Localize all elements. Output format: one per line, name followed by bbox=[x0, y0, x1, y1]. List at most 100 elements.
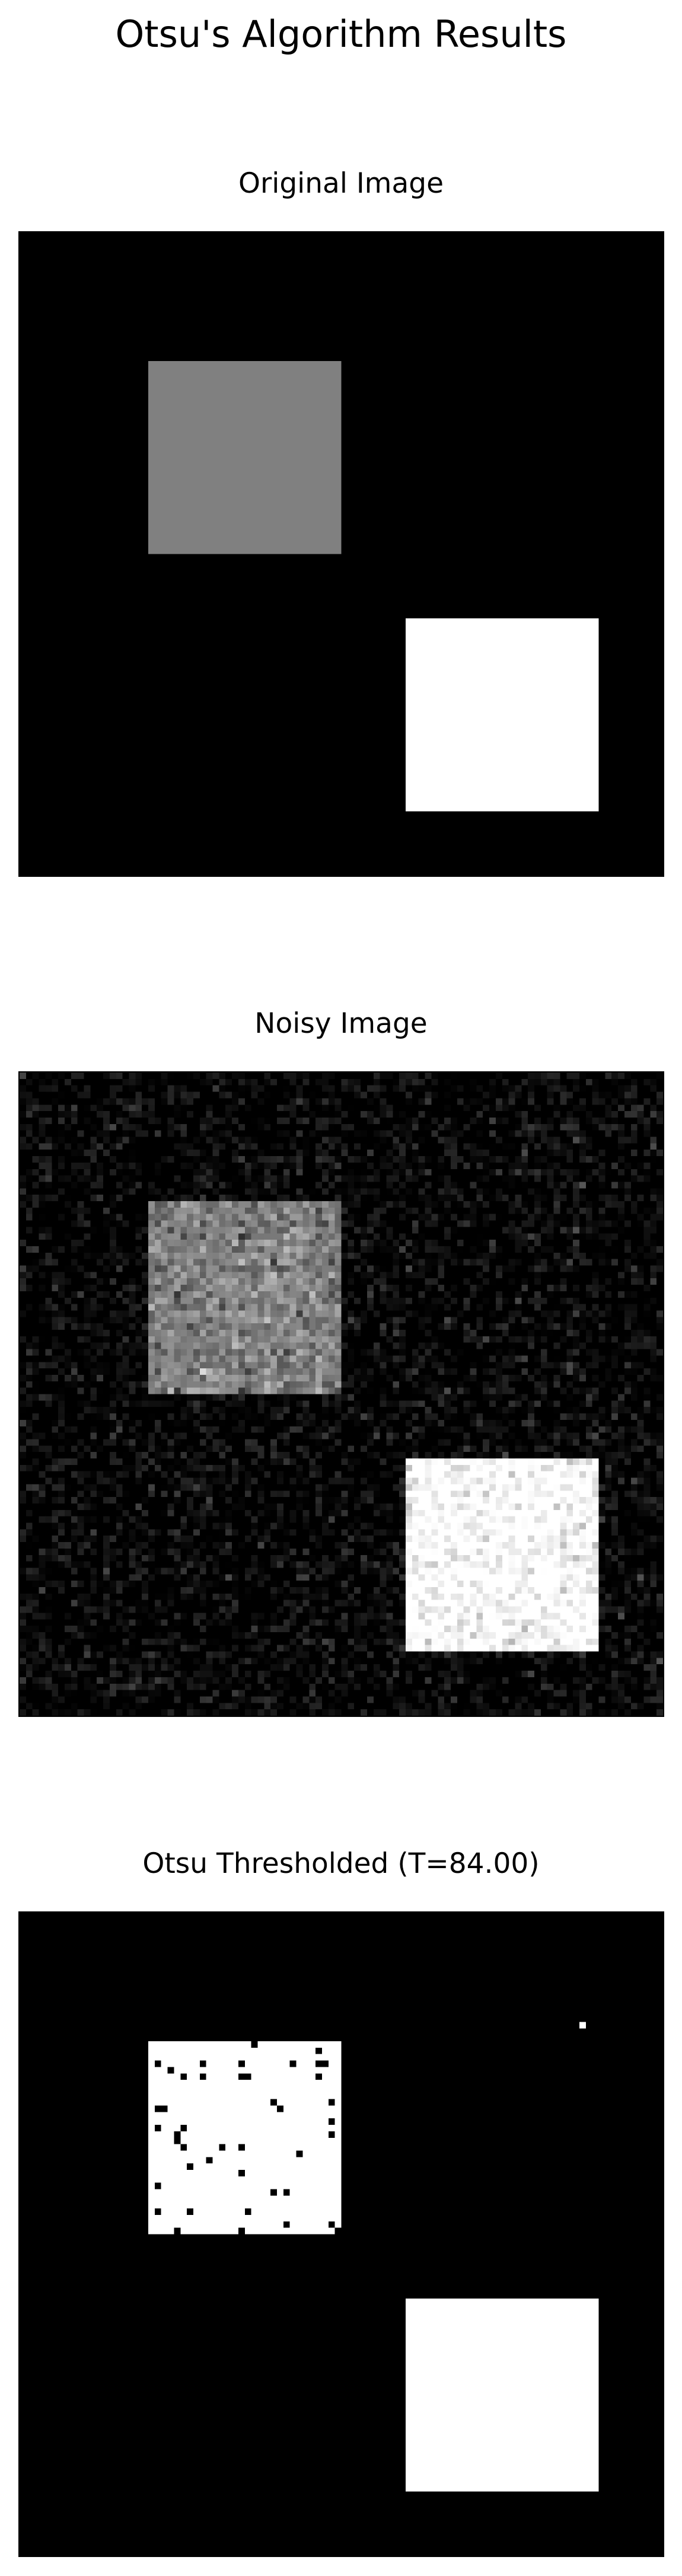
noisy-pixel bbox=[32, 1182, 39, 1189]
noisy-pixel bbox=[341, 1201, 348, 1208]
noisy-pixel bbox=[283, 1156, 290, 1163]
noisy-pixel bbox=[476, 1156, 483, 1163]
noisy-pixel bbox=[219, 1091, 226, 1099]
noisy-pixel bbox=[373, 1085, 380, 1092]
noisy-pixel bbox=[354, 1195, 361, 1201]
noisy-pixel bbox=[502, 1105, 509, 1112]
noisy-pixel bbox=[296, 1452, 303, 1458]
noisy-pixel bbox=[380, 1285, 387, 1291]
noisy-pixel bbox=[341, 1529, 348, 1536]
noisy-pixel bbox=[129, 1387, 136, 1394]
noisy-pixel bbox=[547, 1536, 554, 1543]
noisy-pixel bbox=[508, 1227, 515, 1234]
noisy-pixel bbox=[26, 1227, 33, 1234]
noisy-pixel bbox=[399, 1477, 406, 1485]
noisy-pixel bbox=[283, 1252, 290, 1259]
noisy-pixel bbox=[553, 1452, 560, 1458]
noisy-pixel bbox=[361, 1522, 367, 1530]
noisy-pixel bbox=[302, 1362, 310, 1369]
noisy-pixel bbox=[251, 1426, 258, 1433]
noisy-pixel bbox=[637, 1477, 644, 1485]
noisy-pixel bbox=[321, 1349, 329, 1356]
noisy-pixel bbox=[277, 1400, 283, 1407]
noisy-pixel bbox=[148, 1574, 155, 1581]
noisy-pixel bbox=[489, 1381, 496, 1388]
noisy-pixel bbox=[135, 1227, 142, 1234]
noisy-pixel bbox=[315, 1413, 322, 1420]
noisy-pixel bbox=[528, 1246, 534, 1253]
noisy-pixel bbox=[560, 1368, 567, 1375]
noisy-pixel bbox=[553, 1606, 560, 1613]
noisy-pixel bbox=[302, 1452, 310, 1458]
noisy-pixel bbox=[270, 1259, 277, 1266]
noisy-pixel bbox=[560, 1464, 567, 1471]
noisy-pixel bbox=[277, 1509, 283, 1517]
noisy-pixel bbox=[579, 1568, 586, 1575]
noisy-pixel bbox=[334, 1227, 342, 1234]
noisy-pixel bbox=[116, 1600, 123, 1607]
noisy-pixel bbox=[643, 1304, 651, 1311]
noisy-pixel bbox=[373, 1130, 380, 1137]
noisy-pixel bbox=[508, 1548, 515, 1555]
noisy-pixel bbox=[412, 1484, 419, 1491]
noisy-pixel bbox=[547, 1471, 554, 1478]
noisy-pixel bbox=[457, 1593, 464, 1600]
noisy-pixel bbox=[206, 1156, 213, 1163]
noisy-pixel bbox=[450, 1387, 457, 1394]
noisy-pixel bbox=[26, 1342, 33, 1349]
noisy-pixel bbox=[380, 1419, 387, 1426]
noisy-pixel bbox=[624, 1072, 631, 1079]
noisy-pixel bbox=[39, 1497, 46, 1504]
noisy-pixel bbox=[393, 1587, 400, 1594]
noisy-pixel bbox=[540, 1490, 547, 1498]
noisy-pixel bbox=[450, 1195, 457, 1201]
noisy-pixel bbox=[450, 1259, 457, 1266]
noisy-pixel bbox=[225, 1561, 232, 1568]
noisy-pixel bbox=[521, 1490, 528, 1498]
noisy-pixel bbox=[232, 1458, 238, 1465]
noisy-pixel bbox=[148, 1548, 155, 1555]
noisy-pixel bbox=[476, 1085, 483, 1092]
noisy-pixel bbox=[566, 1330, 573, 1336]
noisy-pixel bbox=[605, 1484, 612, 1491]
noisy-pixel bbox=[122, 1323, 129, 1330]
noisy-pixel bbox=[206, 1413, 213, 1420]
noisy-pixel bbox=[122, 1105, 129, 1112]
noisy-pixel bbox=[116, 1432, 123, 1439]
noisy-pixel bbox=[180, 1130, 187, 1137]
noisy-pixel bbox=[328, 1098, 335, 1105]
noisy-pixel bbox=[605, 1464, 612, 1471]
noisy-pixel bbox=[579, 1374, 586, 1381]
noisy-pixel bbox=[52, 1323, 59, 1330]
noisy-pixel bbox=[283, 1362, 290, 1369]
noisy-pixel bbox=[650, 1432, 657, 1439]
noisy-pixel bbox=[630, 1394, 638, 1401]
noisy-pixel bbox=[540, 1246, 547, 1253]
noisy-pixel bbox=[277, 1554, 283, 1562]
noisy-pixel bbox=[116, 1330, 123, 1336]
noisy-pixel bbox=[212, 1336, 219, 1343]
noisy-pixel bbox=[348, 1548, 355, 1555]
noisy-pixel bbox=[470, 1368, 477, 1375]
noisy-pixel bbox=[540, 1484, 547, 1491]
noisy-pixel bbox=[637, 1574, 644, 1581]
noisy-pixel bbox=[508, 1342, 515, 1349]
noisy-pixel bbox=[26, 1130, 33, 1137]
noisy-pixel bbox=[412, 1156, 419, 1163]
noisy-pixel bbox=[109, 1310, 116, 1317]
noisy-pixel bbox=[71, 1105, 78, 1112]
noisy-pixel bbox=[585, 1291, 592, 1298]
noisy-pixel bbox=[573, 1105, 579, 1112]
noisy-pixel bbox=[399, 1252, 406, 1259]
noisy-pixel bbox=[135, 1072, 142, 1079]
noisy-pixel bbox=[26, 1464, 33, 1471]
noisy-pixel bbox=[361, 1561, 367, 1568]
noisy-pixel bbox=[129, 1175, 136, 1182]
noisy-pixel bbox=[540, 1297, 547, 1304]
noisy-pixel bbox=[135, 1516, 142, 1523]
noisy-pixel bbox=[425, 1310, 432, 1317]
noisy-pixel bbox=[630, 1413, 638, 1420]
noisy-pixel bbox=[154, 1419, 161, 1426]
noisy-pixel bbox=[225, 1574, 232, 1581]
noisy-pixel bbox=[630, 1304, 638, 1311]
